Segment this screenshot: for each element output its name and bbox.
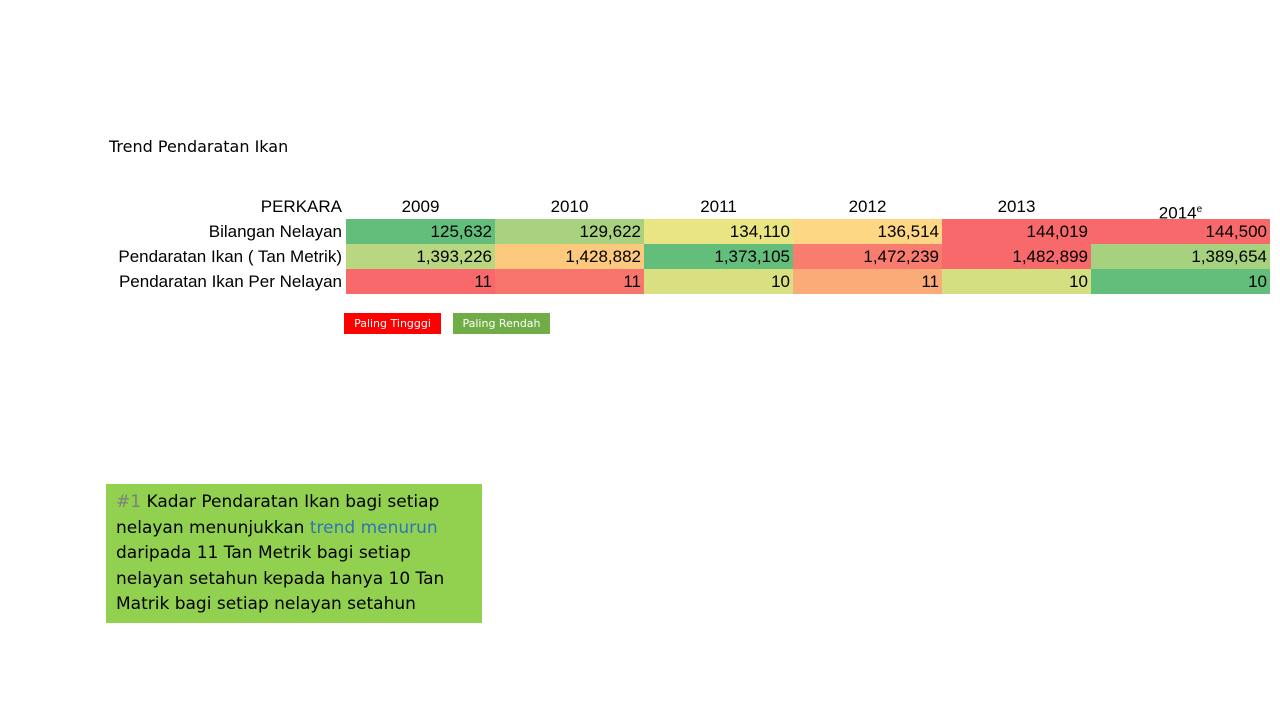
table-header-row: PERKARA 2009 2010 2011 2012 2013 2014e <box>106 194 1270 223</box>
row-label: Pendaratan Ikan ( Tan Metrik) <box>118 247 342 266</box>
table-cell: 11 <box>495 269 644 294</box>
row-label: Pendaratan Ikan Per Nelayan <box>118 272 342 291</box>
table-cell: 1,472,239 <box>793 244 942 269</box>
table-row: Pendaratan Ikan Per Nelayan 11 11 10 11 … <box>106 269 1270 294</box>
table-row: Pendaratan Ikan ( Tan Metrik) 1,393,226 … <box>106 244 1270 269</box>
table-cell: 10 <box>644 269 793 294</box>
year-header: 2009 <box>401 197 440 216</box>
table-cell: 1,389,654 <box>1091 244 1270 269</box>
note-number: #1 <box>116 492 142 512</box>
table-cell: 144,500 <box>1091 219 1270 244</box>
table-cell: 136,514 <box>793 219 942 244</box>
year-header: 2010 <box>550 197 589 216</box>
note-text: daripada 11 Tan Metrik bagi setiap nelay… <box>116 543 445 614</box>
legend-lowest-badge: Paling Rendah <box>453 313 550 334</box>
year-header: 2014e <box>1158 203 1203 223</box>
table-cell: 11 <box>346 269 495 294</box>
table-cell: 11 <box>793 269 942 294</box>
table-cell: 10 <box>1091 269 1270 294</box>
year-header: 2013 <box>997 197 1036 216</box>
table-cell: 10 <box>942 269 1091 294</box>
table-cell: 125,632 <box>346 219 495 244</box>
table-cell: 1,393,226 <box>346 244 495 269</box>
legend-highest-badge: Paling Tingggi <box>344 313 441 334</box>
data-table: PERKARA 2009 2010 2011 2012 2013 2014e B… <box>106 194 1270 296</box>
slide-title: Trend Pendaratan Ikan <box>109 137 289 156</box>
table-cell: 134,110 <box>644 219 793 244</box>
note-text: Kadar Pendaratan Ikan bagi setiap nelaya… <box>116 492 440 538</box>
insight-note-box: #1 Kadar Pendaratan Ikan bagi setiap nel… <box>106 484 482 623</box>
year-header: 2011 <box>700 197 737 216</box>
table-cell: 1,373,105 <box>644 244 793 269</box>
table-cell: 1,428,882 <box>495 244 644 269</box>
note-highlight: trend menurun <box>309 517 438 538</box>
table-cell: 144,019 <box>942 219 1091 244</box>
table-row: Bilangan Nelayan 125,632 129,622 134,110… <box>106 219 1270 244</box>
row-label: Bilangan Nelayan <box>208 222 342 241</box>
table-cell: 129,622 <box>495 219 644 244</box>
table-cell: 1,482,899 <box>942 244 1091 269</box>
header-corner: PERKARA <box>260 197 342 216</box>
year-header: 2012 <box>848 197 887 216</box>
